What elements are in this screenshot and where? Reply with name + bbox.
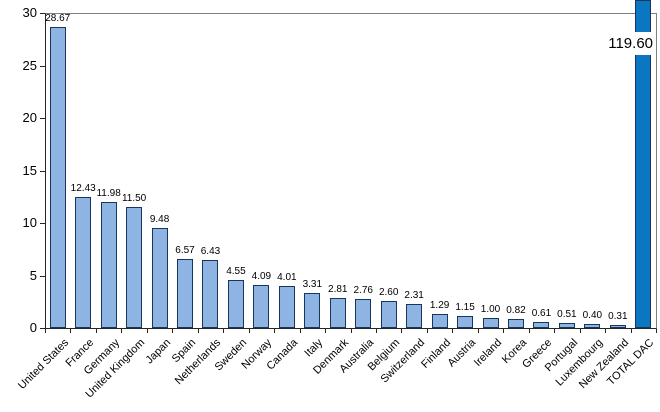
value-label-united-kingdom: 11.50 bbox=[121, 193, 147, 205]
value-label-france: 12.43 bbox=[70, 183, 96, 195]
value-label-canada: 4.01 bbox=[277, 271, 297, 283]
bar-netherlands bbox=[202, 260, 219, 328]
value-label-luxembourg: 0.40 bbox=[582, 309, 603, 321]
y-axis-tick bbox=[40, 223, 45, 224]
x-axis-tick bbox=[299, 329, 301, 333]
y-axis-label: 20 bbox=[22, 110, 37, 125]
bar-united-states bbox=[49, 26, 66, 328]
x-axis-tick bbox=[197, 329, 199, 333]
value-label-netherlands: 6.43 bbox=[200, 246, 221, 258]
bar-canada bbox=[278, 285, 295, 328]
value-label-greece: 0.61 bbox=[531, 307, 552, 319]
x-axis-tick bbox=[70, 329, 72, 333]
bar-luxembourg bbox=[584, 323, 601, 328]
bar-belgium bbox=[380, 300, 397, 328]
x-axis-tick bbox=[528, 329, 530, 333]
bar-greece bbox=[533, 321, 550, 328]
value-label-switzerland: 2.31 bbox=[404, 289, 424, 301]
value-label-denmark: 2.81 bbox=[328, 284, 348, 296]
bar-finland bbox=[431, 314, 448, 328]
x-axis-tick bbox=[426, 329, 428, 333]
y-axis-tick bbox=[40, 65, 45, 67]
x-axis-tick bbox=[503, 329, 505, 333]
value-label-finland: 1.29 bbox=[429, 300, 450, 312]
x-axis-tick bbox=[656, 329, 657, 333]
bar-switzerland bbox=[406, 303, 423, 328]
bar-portugal bbox=[558, 322, 575, 328]
bar-france bbox=[75, 197, 92, 328]
value-label-united-states: 28.67 bbox=[45, 12, 71, 24]
bar-korea bbox=[507, 319, 524, 328]
y-axis-tick bbox=[40, 13, 45, 14]
x-axis-tick bbox=[350, 329, 352, 333]
value-label-japan: 9.48 bbox=[149, 214, 170, 226]
y-axis-label: 5 bbox=[29, 267, 37, 283]
y-axis-tick bbox=[40, 275, 45, 277]
y-axis-tick bbox=[40, 170, 45, 172]
value-label-australia: 2.76 bbox=[353, 285, 373, 297]
x-axis-tick bbox=[172, 329, 174, 333]
value-label-new-zealand: 0.31 bbox=[608, 310, 628, 322]
x-axis-tick bbox=[401, 329, 403, 333]
bar-austria bbox=[457, 315, 474, 328]
bar-united-kingdom bbox=[126, 207, 143, 328]
value-label-italy: 3.31 bbox=[302, 279, 323, 291]
bar-australia bbox=[355, 299, 372, 328]
x-axis-tick bbox=[274, 329, 276, 333]
value-label-austria: 1.15 bbox=[455, 301, 475, 313]
x-axis-tick bbox=[248, 329, 250, 333]
y-axis-label: 30 bbox=[22, 5, 37, 20]
value-label-korea: 0.82 bbox=[506, 305, 526, 317]
plot-area bbox=[45, 13, 657, 329]
value-label-portugal: 0.51 bbox=[557, 308, 577, 320]
y-axis-label: 25 bbox=[22, 57, 37, 73]
bar-norway bbox=[253, 285, 270, 328]
value-label-belgium: 2.60 bbox=[378, 286, 399, 298]
x-axis-tick bbox=[146, 329, 148, 333]
bar-denmark bbox=[329, 298, 346, 328]
x-axis-tick bbox=[121, 329, 123, 333]
x-axis-tick bbox=[325, 329, 327, 333]
y-axis-label: 15 bbox=[22, 162, 37, 178]
bar-italy bbox=[304, 293, 321, 328]
value-label-spain: 6.57 bbox=[175, 245, 195, 256]
x-axis-tick bbox=[605, 329, 607, 333]
x-axis-tick bbox=[95, 329, 97, 333]
x-axis-tick bbox=[630, 329, 632, 333]
y-axis-label: 0 bbox=[29, 320, 37, 335]
x-axis-tick bbox=[223, 329, 225, 333]
bar-sweden bbox=[227, 280, 244, 328]
value-label-norway: 4.09 bbox=[251, 271, 272, 283]
bar-spain bbox=[177, 259, 194, 328]
x-axis-tick bbox=[579, 329, 581, 333]
bar-germany bbox=[100, 202, 117, 328]
x-axis-tick bbox=[452, 329, 454, 333]
value-label-sweden: 4.55 bbox=[226, 266, 246, 278]
x-axis-tick bbox=[554, 329, 556, 333]
x-axis-tick bbox=[45, 329, 46, 333]
x-axis-tick bbox=[375, 329, 377, 333]
value-label-ireland: 1.00 bbox=[480, 303, 501, 315]
value-label-total-dac: 119.60 bbox=[593, 32, 655, 55]
y-axis-label: 10 bbox=[22, 215, 37, 230]
bar-ireland bbox=[482, 317, 499, 328]
x-axis-tick bbox=[477, 329, 479, 333]
y-axis-tick bbox=[40, 328, 45, 329]
bar-new-zealand bbox=[609, 324, 626, 328]
bar-total-dac bbox=[635, 0, 652, 328]
y-axis-tick bbox=[40, 118, 45, 119]
value-label-germany: 11.98 bbox=[96, 188, 121, 200]
bar-japan bbox=[151, 228, 168, 328]
